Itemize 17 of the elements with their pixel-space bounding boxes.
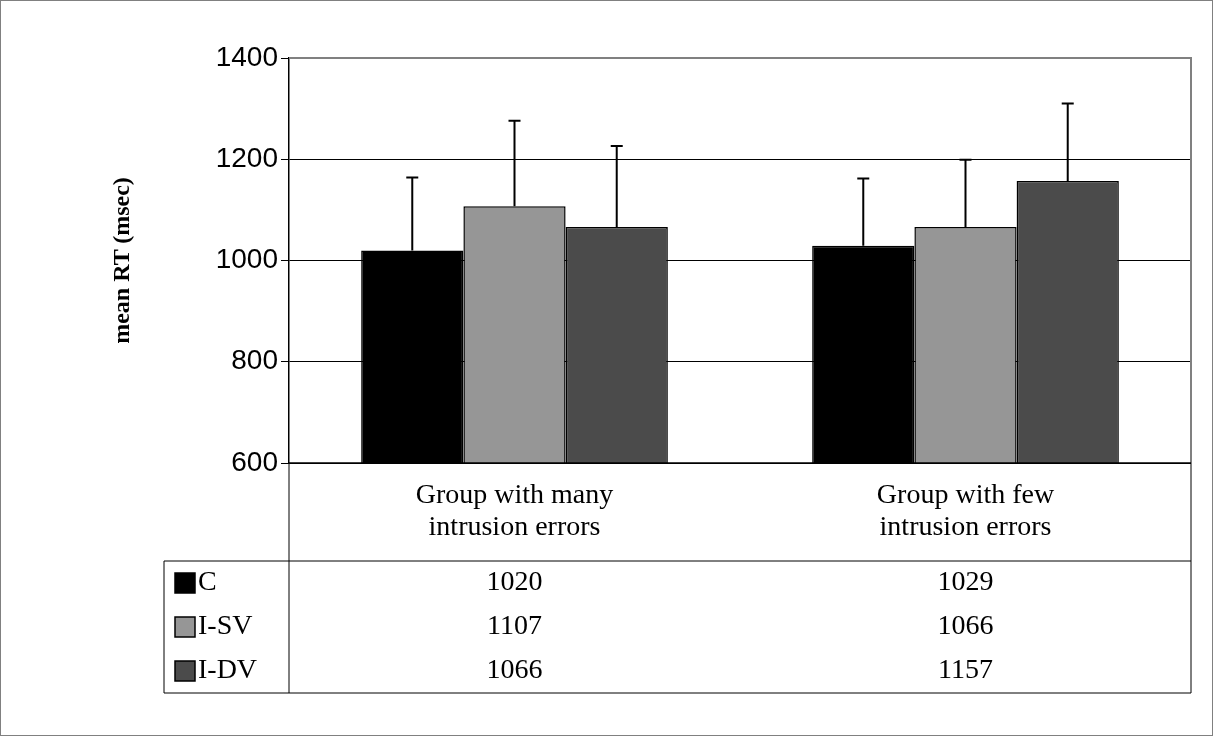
y-axis-title: mean RT (msec) [107, 177, 134, 344]
data-label: 1157 [938, 653, 993, 685]
x-tick-label: Group with many intrusion errors [415, 478, 614, 542]
data-label: 1020 [486, 565, 543, 597]
y-tick-label: 600 [231, 445, 278, 477]
y-tick-label: 1200 [215, 141, 278, 173]
x-tick-label: Group with few intrusion errors [876, 478, 1055, 542]
data-label: 1066 [937, 609, 994, 641]
data-label: 1029 [937, 565, 994, 597]
data-label: 1107 [487, 609, 542, 641]
y-tick-label: 800 [231, 344, 278, 376]
y-tick-label: 1400 [215, 40, 278, 72]
legend-label: I-DV [198, 653, 258, 685]
data-label: 1066 [486, 653, 543, 685]
y-tick-label: 1000 [215, 243, 278, 275]
legend-label: I-SV [198, 609, 253, 641]
legend-label: C [198, 565, 217, 597]
